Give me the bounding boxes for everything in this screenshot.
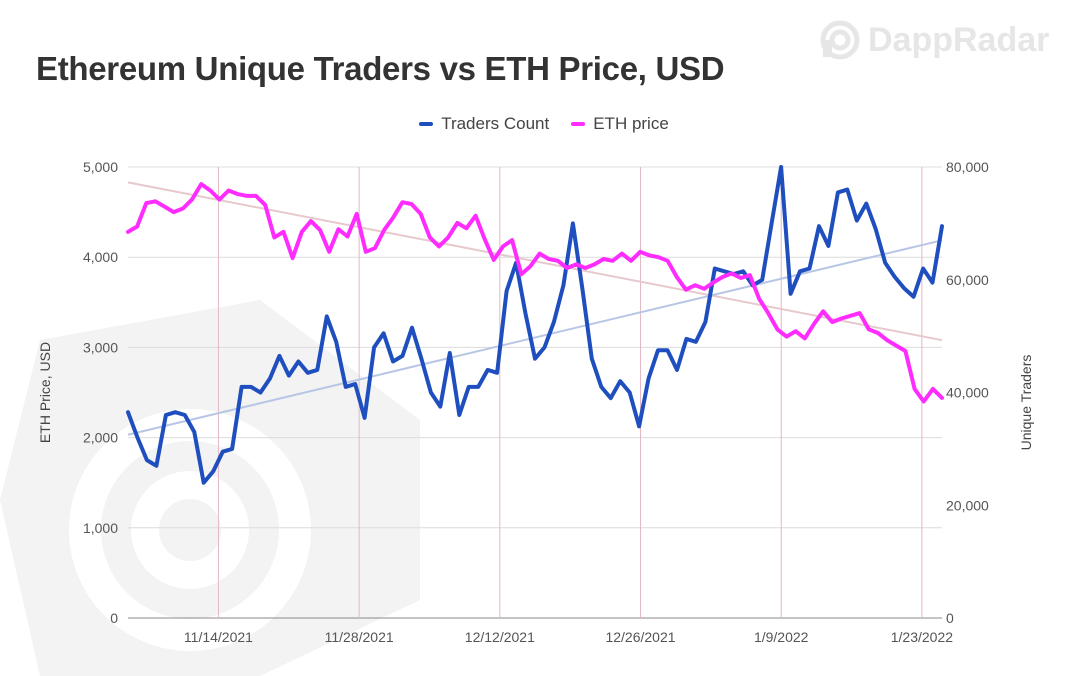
legend-swatch-traders [419, 122, 434, 126]
y-left-tick-label: 2,000 [83, 430, 118, 446]
chart-title: Ethereum Unique Traders vs ETH Price, US… [36, 50, 725, 87]
dappradar-logo: DappRadar [820, 20, 1049, 60]
legend-item-eth: ETH price [571, 114, 669, 134]
x-tick-label: 11/28/2021 [325, 629, 394, 645]
series-line-traders-count [126, 165, 944, 485]
legend-label-eth: ETH price [593, 114, 669, 133]
y-left-tick-label: 5,000 [83, 159, 118, 175]
y-right-axis-title: Unique Traders [1018, 355, 1034, 451]
y-right-tick-label: 60,000 [946, 272, 989, 288]
x-tick-label: 12/26/2021 [605, 629, 675, 645]
y-right-tick-label: 40,000 [946, 385, 989, 401]
y-left-tick-label: 4,000 [83, 249, 118, 265]
x-tick-label: 12/12/2021 [465, 629, 535, 645]
y-right-tick-label: 80,000 [946, 159, 989, 175]
legend-item-traders: Traders Count [419, 114, 549, 134]
x-tick-label: 11/14/2021 [184, 629, 253, 645]
y-left-tick-label: 0 [110, 610, 118, 626]
y-left-tick-label: 3,000 [83, 339, 118, 355]
trendline-traders [127, 239, 943, 436]
y-right-tick-label: 20,000 [946, 497, 989, 513]
brand-name: DappRadar [868, 20, 1050, 59]
y-left-tick-label: 1,000 [83, 520, 118, 536]
dappradar-icon [820, 20, 860, 60]
y-left-axis-title: ETH Price, USD [37, 342, 53, 443]
x-tick-label: 1/9/2022 [754, 629, 809, 645]
legend-swatch-eth [571, 122, 586, 126]
chart-legend: Traders Count ETH price [0, 114, 1088, 134]
series-line-eth-price [126, 182, 944, 404]
x-tick-label: 1/23/2022 [891, 629, 953, 645]
legend-label-traders: Traders Count [441, 114, 550, 133]
background-logo-watermark [0, 300, 420, 676]
y-right-tick-label: 0 [946, 610, 954, 626]
